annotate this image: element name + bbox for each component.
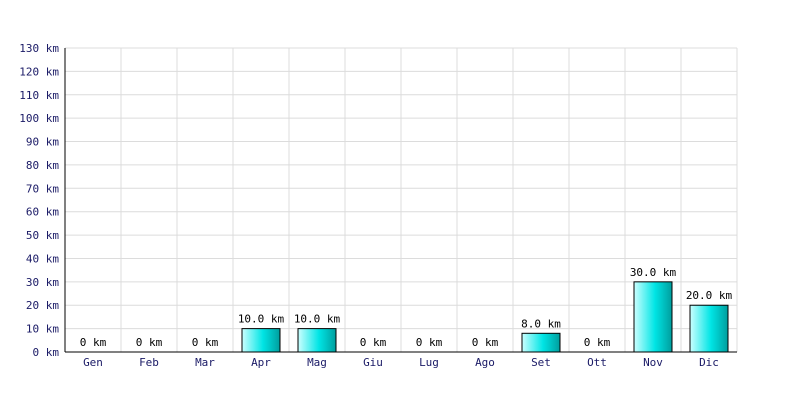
y-tick-label: 110 km	[19, 89, 59, 102]
data-label: 0 km	[472, 336, 499, 349]
data-label: 0 km	[360, 336, 387, 349]
x-tick-label: Giu	[363, 356, 383, 369]
y-tick-label: 60 km	[26, 206, 59, 219]
labels: 0 km 10 km 20 km 30 km 40 km 50 km 60 km 70 km 8…	[19, 42, 732, 369]
bar-set	[521, 332, 561, 353]
x-tick-label: Mar	[195, 356, 215, 369]
grid	[65, 47, 738, 352]
x-tick-label: Ago	[475, 356, 495, 369]
axes	[64, 48, 737, 353]
x-tick-label: Set	[531, 356, 551, 369]
x-tick-label: Dic	[699, 356, 719, 369]
y-tick-label: 80 km	[26, 159, 59, 172]
y-tick-label: 130 km	[19, 42, 59, 55]
data-label: 10.0 km	[238, 313, 285, 326]
y-tick-label: 0 km	[33, 346, 60, 359]
data-label: 20.0 km	[686, 289, 733, 302]
bar-dic	[689, 304, 729, 353]
data-label: 8.0 km	[521, 317, 561, 330]
x-tick-label: Feb	[139, 356, 159, 369]
y-tick-label: 90 km	[26, 136, 59, 149]
data-label: 0 km	[584, 336, 611, 349]
y-tick-label: 20 km	[26, 299, 59, 312]
y-tick-label: 50 km	[26, 229, 59, 242]
data-label: 10.0 km	[294, 313, 341, 326]
y-tick-label: 40 km	[26, 252, 59, 265]
y-tick-label: 100 km	[19, 112, 59, 125]
bars	[241, 281, 729, 353]
data-label: 0 km	[80, 336, 107, 349]
x-tick-label: Gen	[83, 356, 103, 369]
bar-mag	[297, 328, 337, 353]
y-tick-label: 10 km	[26, 323, 59, 336]
data-label: 0 km	[136, 336, 163, 349]
data-label: 30.0 km	[630, 266, 677, 279]
bar-apr	[241, 328, 281, 353]
x-tick-label: Nov	[643, 356, 663, 369]
x-tick-label: Lug	[419, 356, 439, 369]
y-tick-label: 30 km	[26, 276, 59, 289]
data-label: 0 km	[192, 336, 219, 349]
x-tick-label: Apr	[251, 356, 271, 369]
data-label: 0 km	[416, 336, 443, 349]
bar-nov	[633, 281, 673, 353]
y-tick-label: 120 km	[19, 65, 59, 78]
x-tick-label: Mag	[307, 356, 327, 369]
x-tick-label: Ott	[587, 356, 607, 369]
y-tick-label: 70 km	[26, 182, 59, 195]
